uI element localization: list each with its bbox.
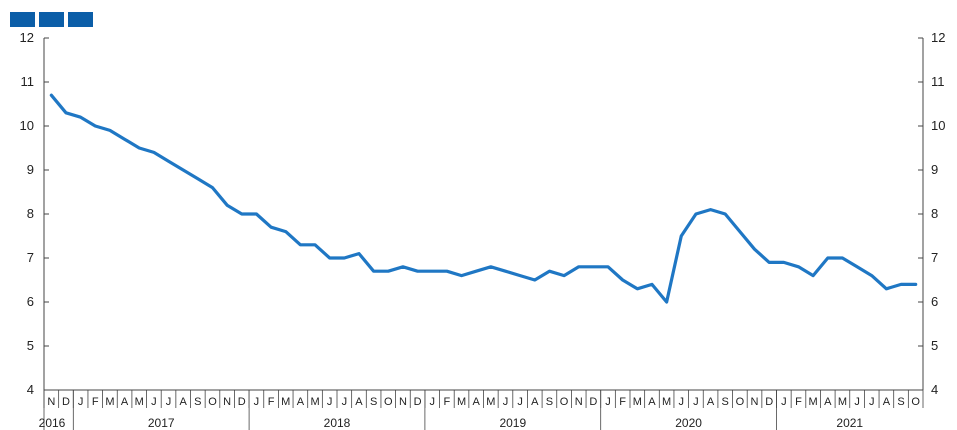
x-month-label: A	[355, 396, 363, 408]
y-tick-label: 5	[27, 338, 34, 353]
y-tick-label: 11	[931, 74, 945, 89]
x-month-label: A	[531, 396, 539, 408]
x-month-label: S	[370, 396, 377, 408]
x-month-label: J	[679, 396, 685, 408]
y-tick-label: 9	[27, 162, 34, 177]
logo-square-icon	[68, 12, 93, 27]
x-year-label: 2016	[39, 416, 66, 430]
x-month-label: O	[384, 396, 393, 408]
y-tick-label: 9	[931, 162, 938, 177]
x-month-label: F	[619, 396, 626, 408]
y-tick-label: 12	[20, 30, 34, 45]
series-line	[49, 93, 918, 304]
x-month-label: J	[151, 396, 157, 408]
x-month-label: N	[47, 396, 55, 408]
x-month-label: J	[166, 396, 172, 408]
x-month-label: J	[327, 396, 333, 408]
x-month-label: N	[575, 396, 583, 408]
y-tick-label: 6	[931, 294, 938, 309]
x-month-label: O	[736, 396, 745, 408]
x-month-label: M	[809, 396, 818, 408]
y-tick-label: 5	[931, 338, 938, 353]
x-year-label: 2021	[836, 416, 863, 430]
x-month-label: M	[281, 396, 290, 408]
x-year-label: 2018	[324, 416, 351, 430]
y-tick-label: 10	[20, 118, 34, 133]
y-tick-label: 11	[21, 74, 35, 89]
y-axis-left: 4 5 6 7 8 9 10 11 12	[20, 30, 49, 397]
x-month-label: D	[238, 396, 246, 408]
x-month-label: A	[883, 396, 891, 408]
x-month-label: D	[414, 396, 422, 408]
x-month-label: J	[503, 396, 509, 408]
y-tick-label: 8	[931, 206, 938, 221]
y-axis-right: 4 5 6 7 8 9 10 11 12	[918, 30, 945, 397]
x-month-label: N	[751, 396, 759, 408]
x-month-label: J	[854, 396, 860, 408]
x-month-label: J	[693, 396, 699, 408]
y-tick-label: 12	[931, 30, 945, 45]
x-month-label: O	[560, 396, 569, 408]
x-month-label: A	[648, 396, 656, 408]
x-month-label: N	[223, 396, 231, 408]
x-month-label: A	[297, 396, 305, 408]
x-month-label: A	[121, 396, 129, 408]
x-month-label: F	[92, 396, 99, 408]
x-month-label: M	[457, 396, 466, 408]
x-month-label: O	[911, 396, 920, 408]
x-month-label: S	[194, 396, 201, 408]
x-month-label: J	[781, 396, 787, 408]
x-month-label: M	[310, 396, 319, 408]
y-tick-label: 6	[27, 294, 34, 309]
x-month-label: A	[824, 396, 832, 408]
x-month-label: S	[546, 396, 553, 408]
x-month-label: A	[180, 396, 188, 408]
x-month-label: F	[795, 396, 802, 408]
axes	[43, 38, 924, 391]
x-month-label: S	[722, 396, 729, 408]
y-tick-label: 7	[931, 250, 938, 265]
x-month-label: M	[135, 396, 144, 408]
x-month-label: J	[429, 396, 435, 408]
x-year-label: 2019	[499, 416, 526, 430]
x-month-label: D	[589, 396, 597, 408]
x-month-label: S	[897, 396, 904, 408]
y-tick-label: 10	[931, 118, 945, 133]
logo-square-icon	[10, 12, 35, 27]
x-month-label: D	[765, 396, 773, 408]
x-month-label: J	[254, 396, 260, 408]
x-month-label: J	[517, 396, 523, 408]
y-tick-label: 7	[27, 250, 34, 265]
y-tick-label: 4	[931, 382, 938, 397]
x-month-label: J	[78, 396, 84, 408]
x-year-label: 2017	[148, 416, 175, 430]
x-month-label: J	[869, 396, 875, 408]
logo-square-icon	[39, 12, 64, 27]
x-month-label: M	[633, 396, 642, 408]
x-month-label: M	[838, 396, 847, 408]
x-month-label: F	[268, 396, 275, 408]
x-month-label: M	[662, 396, 671, 408]
y-tick-label: 4	[27, 382, 34, 397]
x-month-label: D	[62, 396, 70, 408]
y-tick-label: 8	[27, 206, 34, 221]
x-month-label: N	[399, 396, 407, 408]
x-month-label: J	[342, 396, 348, 408]
x-month-label: F	[444, 396, 451, 408]
x-month-label: M	[486, 396, 495, 408]
x-month-label: O	[208, 396, 217, 408]
x-month-label: A	[707, 396, 715, 408]
x-month-label: M	[105, 396, 114, 408]
x-year-label: 2020	[675, 416, 702, 430]
x-month-label: A	[473, 396, 481, 408]
x-month-label: J	[605, 396, 611, 408]
